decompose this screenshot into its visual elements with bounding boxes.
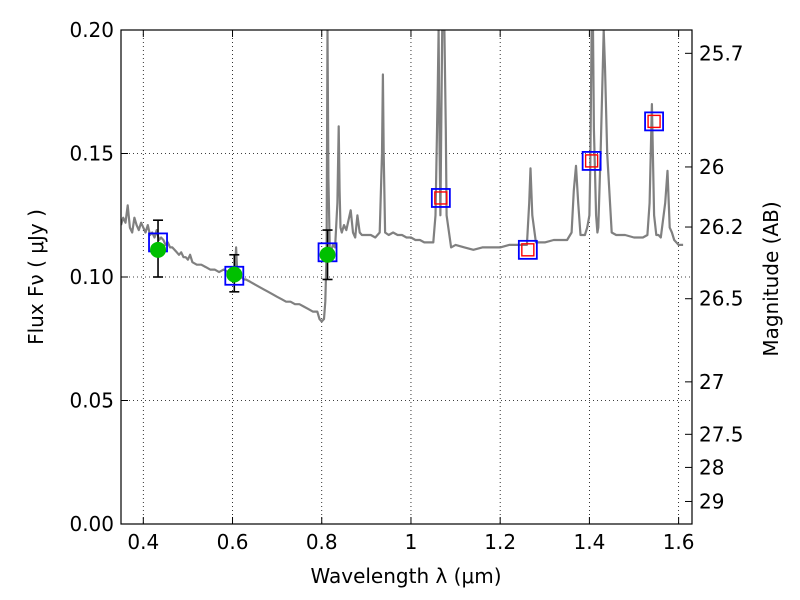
plot-area (121, 30, 684, 323)
mag-tick-label: 26.2 (699, 215, 744, 239)
observed-open-point (647, 114, 661, 129)
model-point (517, 239, 538, 260)
x-tick-label: 1 (405, 530, 418, 554)
observed-point (150, 241, 167, 258)
x-tick-label: 0.8 (306, 530, 338, 554)
right-axis-title: Magnitude (AB) (759, 201, 783, 356)
mag-tick-label: 25.7 (699, 41, 744, 65)
x-tick-label: 0.4 (127, 530, 159, 554)
y-tick-label: 0.15 (69, 142, 114, 166)
mag-tick-label: 26.5 (699, 287, 744, 311)
model-point (644, 111, 664, 132)
y-tick-label: 0.10 (69, 265, 114, 289)
model-point (581, 151, 602, 171)
y-tick-label: 0.05 (69, 389, 114, 413)
x-tick-label: 1.2 (484, 530, 516, 554)
model-spectrum-line (121, 30, 684, 323)
model-point (430, 188, 451, 208)
observed-point (226, 266, 243, 283)
observed-open-point (434, 191, 448, 205)
x-tick-label: 0.6 (217, 530, 249, 554)
observed-open-point (521, 243, 535, 257)
y-tick-label: 0.20 (69, 18, 114, 42)
observed-point (319, 246, 336, 263)
mag-tick-label: 27.5 (699, 422, 744, 446)
mag-tick-label: 29 (699, 489, 724, 513)
mag-tick-label: 27 (699, 370, 724, 394)
y-axis-title: Flux Fν ( μJy ) (24, 209, 48, 345)
x-tick-label: 1.4 (573, 530, 605, 554)
x-tick-label: 1.6 (663, 530, 695, 554)
ticks: 0.4 0.6 0.8 1 1.2 1.4 1.6 0.00 0.05 0.10 0.15 0.20 2… (69, 18, 743, 554)
x-axis-title: Wavelength λ (μm) (310, 564, 501, 588)
mag-tick-label: 28 (699, 455, 724, 479)
y-tick-label: 0.00 (69, 512, 114, 536)
observed-open-point (584, 154, 599, 168)
mag-tick-label: 26 (699, 155, 724, 179)
